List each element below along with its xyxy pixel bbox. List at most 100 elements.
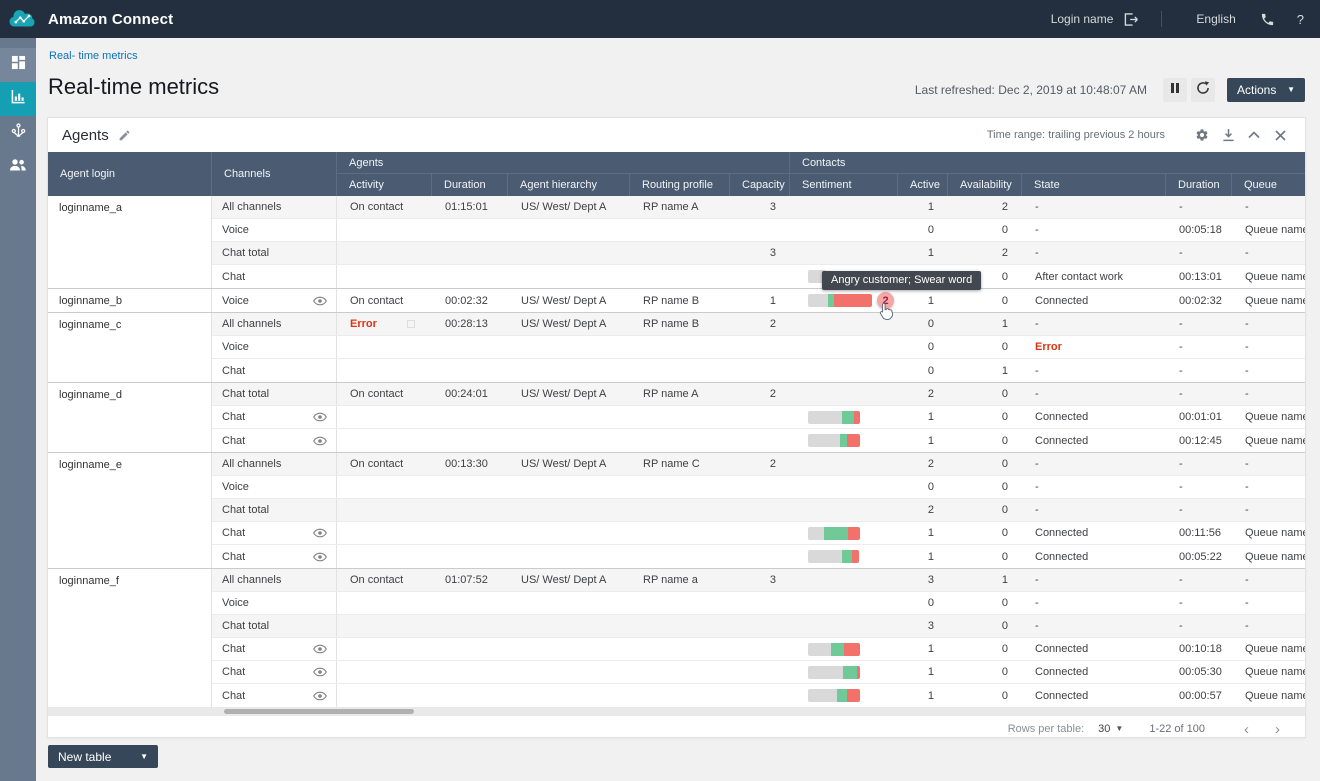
col-group-agents: Agents Activity Duration Agent hierarchy… — [337, 152, 790, 196]
sidebar-item-metrics[interactable] — [0, 82, 36, 116]
table-row: Chat total 3 0 - - - — [212, 615, 1305, 638]
phone-icon[interactable] — [1260, 12, 1275, 27]
routing-profile-cell — [630, 429, 730, 452]
queue-cell: Queue name — [1245, 294, 1305, 307]
prev-page-button[interactable]: ‹ — [1244, 720, 1249, 738]
connect-logo-icon — [7, 7, 37, 31]
close-icon[interactable] — [1269, 124, 1291, 146]
eye-icon[interactable] — [313, 552, 327, 562]
metrics-icon — [11, 89, 26, 109]
sidebar-item-routing[interactable] — [0, 116, 36, 150]
login-name[interactable]: Login name — [1050, 12, 1114, 26]
sentiment-green-segment — [842, 550, 852, 563]
breadcrumb[interactable]: Real- time metrics — [49, 50, 138, 62]
rows-per-table-value: 30 — [1098, 723, 1111, 735]
col-queue: Queue — [1244, 179, 1278, 191]
contact-duration-cell: 00:01:01 — [1179, 411, 1222, 423]
availability-cell: 0 — [1001, 597, 1008, 609]
next-page-button[interactable]: › — [1275, 720, 1280, 738]
sentiment-gray-segment — [808, 526, 824, 540]
rows-per-table-select[interactable]: 30 ▼ — [1098, 723, 1123, 735]
channel-label: Chat — [222, 411, 246, 423]
activity-cell — [337, 406, 432, 428]
state-cell: - — [1035, 597, 1039, 609]
agent-login-cell: loginname_b — [48, 289, 212, 312]
duration-cell — [432, 615, 508, 637]
new-table-button[interactable]: New table ▼ — [48, 745, 158, 768]
channel-cell: Chat total — [212, 383, 337, 405]
capacity-cell — [730, 545, 790, 568]
state-cell: Connected — [1035, 527, 1089, 539]
active-cell: 1 — [927, 294, 934, 307]
actions-button[interactable]: Actions ▼ — [1227, 78, 1305, 102]
logout-icon[interactable] — [1123, 12, 1139, 27]
capacity-cell — [730, 592, 790, 614]
active-cell: 0 — [927, 364, 934, 377]
horizontal-scrollbar[interactable] — [48, 707, 1305, 716]
sentiment-green-segment — [837, 689, 847, 702]
active-cell: 0 — [927, 224, 934, 236]
channel-cell: Chat total — [212, 499, 337, 521]
eye-icon[interactable] — [313, 528, 327, 538]
queue-cell: - — [1245, 341, 1249, 353]
channel-label: Chat — [222, 364, 246, 377]
availability-cell: 0 — [1001, 270, 1008, 283]
state-cell: Connected — [1035, 643, 1089, 655]
download-icon[interactable] — [1217, 124, 1239, 146]
channel-label: Chat — [222, 550, 246, 563]
activity-cell — [337, 359, 432, 382]
channel-cell: All channels — [212, 196, 337, 218]
availability-cell: 0 — [1001, 411, 1008, 423]
routing-profile-cell — [630, 406, 730, 428]
active-cell: 1 — [927, 411, 934, 423]
availability-cell: 0 — [1001, 689, 1008, 702]
table-row: All channels On contact 01:15:01 US/ West/ … — [212, 196, 1305, 219]
contact-duration-cell: 00:13:01 — [1179, 270, 1222, 283]
queue-cell: Queue name — [1245, 411, 1305, 423]
sidebar-item-dashboard[interactable] — [0, 48, 36, 82]
scrollbar-thumb[interactable] — [224, 709, 414, 714]
sentiment-badge[interactable]: 2 — [877, 292, 894, 309]
eye-icon[interactable] — [313, 691, 327, 701]
page-range: 1-22 of 100 — [1149, 723, 1205, 735]
hierarchy-cell — [508, 661, 630, 683]
edit-icon[interactable] — [118, 129, 131, 142]
col-routing-profile: Routing profile — [630, 174, 730, 196]
sentiment-bar — [808, 294, 872, 307]
activity-value: On contact — [350, 458, 404, 470]
sidebar-item-users[interactable] — [0, 150, 36, 184]
active-cell: 2 — [927, 458, 934, 470]
eye-icon[interactable] — [313, 436, 327, 446]
routing-profile-cell — [630, 336, 730, 358]
help-icon[interactable]: ? — [1296, 11, 1304, 27]
hierarchy-cell: US/ West/ Dept A — [521, 458, 607, 470]
sentiment-green-segment — [828, 294, 834, 307]
collapse-icon[interactable] — [1243, 124, 1265, 146]
agent-login-cell: loginname_c — [48, 313, 212, 382]
eye-icon[interactable] — [313, 412, 327, 422]
queue-cell: Queue name — [1245, 224, 1305, 236]
queue-cell: - — [1245, 388, 1249, 400]
col-agent-login: Agent login — [48, 152, 212, 196]
contact-duration-cell: 00:05:30 — [1179, 666, 1222, 678]
pause-button[interactable] — [1163, 78, 1187, 102]
availability-cell: 0 — [1001, 388, 1008, 400]
activity-cell — [337, 476, 432, 498]
contact-duration-cell: - — [1179, 341, 1183, 353]
eye-icon[interactable] — [313, 667, 327, 677]
activity-cell — [337, 336, 432, 358]
duration-cell: 00:13:30 — [445, 458, 488, 470]
duration-cell — [432, 499, 508, 521]
duration-cell — [432, 638, 508, 660]
gear-icon[interactable] — [1191, 124, 1213, 146]
channel-label: Chat — [222, 527, 246, 539]
queue-cell: - — [1245, 574, 1249, 586]
eye-icon[interactable] — [313, 644, 327, 654]
new-table-label: New table — [58, 749, 112, 764]
refresh-button[interactable] — [1191, 78, 1215, 102]
contact-duration-cell: - — [1179, 504, 1183, 516]
active-cell: 1 — [927, 434, 934, 447]
eye-icon[interactable] — [313, 296, 327, 306]
channel-cell: Chat — [212, 406, 337, 428]
language-selector[interactable]: English — [1196, 12, 1236, 26]
